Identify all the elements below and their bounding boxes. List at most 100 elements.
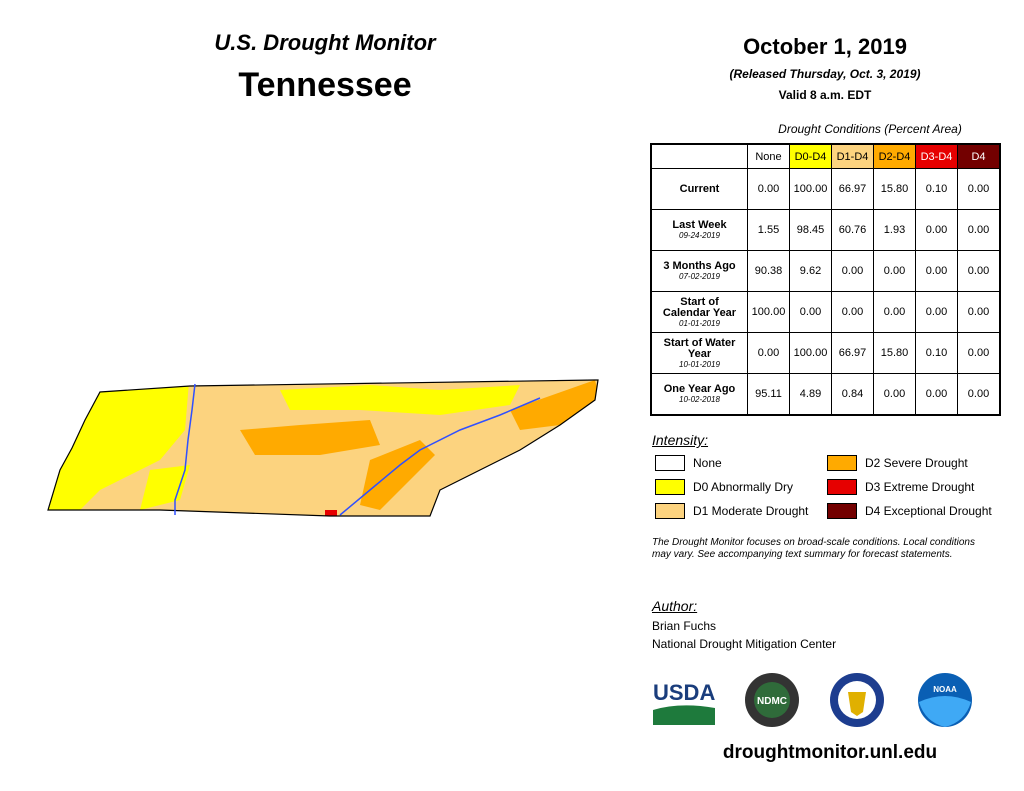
river xyxy=(339,397,541,516)
cell: 0.00 xyxy=(831,291,874,333)
row-label-text: Current xyxy=(679,182,720,195)
row-date: 10-02-2018 xyxy=(679,395,720,404)
column-header: D3-D4 xyxy=(915,143,958,169)
table-row: Start of Water Year 10-01-2019 0.00 100.00 6… xyxy=(650,332,1001,374)
noaa-wave xyxy=(919,696,971,727)
row-date: 07-02-2019 xyxy=(679,272,720,281)
cell: 0.10 xyxy=(915,332,958,374)
legend-swatch xyxy=(827,479,857,495)
corner xyxy=(651,144,748,169)
river xyxy=(174,383,196,515)
cell: 0.00 xyxy=(957,250,1001,292)
usda-logo: USDA xyxy=(653,680,715,705)
d2-area xyxy=(360,440,435,510)
cell: 0.84 xyxy=(831,373,874,416)
row-label: 3 Months Ago 07-02-2019 xyxy=(650,250,748,292)
cell: 0.00 xyxy=(789,291,832,333)
cell: 60.76 xyxy=(831,209,874,251)
valid-time: Valid 8 a.m. EDT xyxy=(778,88,872,102)
row-label-text: Last Week xyxy=(672,219,727,231)
legend-item: D1 Moderate Drought xyxy=(655,503,808,519)
legend-label: None xyxy=(693,456,722,470)
cell: 1.55 xyxy=(747,209,790,251)
map xyxy=(47,379,599,517)
legend-title: Intensity: xyxy=(652,432,709,448)
cell: 15.80 xyxy=(873,168,916,210)
row-label: Start of Water Year 10-01-2019 xyxy=(650,332,748,374)
row-label-text: 3 Months Ago xyxy=(663,260,736,272)
url: droughtmonitor.unl.edu xyxy=(722,742,938,763)
logos: USDA NDMC NOAA xyxy=(653,673,972,727)
row-label-text: One Year Ago xyxy=(663,383,736,395)
state-outline xyxy=(47,379,599,517)
author-org: National Drought Mitigation Center xyxy=(652,637,837,651)
cell: 100.00 xyxy=(789,332,832,374)
cell: 90.38 xyxy=(747,250,790,292)
cell: 0.00 xyxy=(957,373,1001,416)
row-label-text: Start of Water Year xyxy=(663,336,736,360)
cell: 0.00 xyxy=(747,168,790,210)
cell: 4.89 xyxy=(789,373,832,416)
cell: 0.00 xyxy=(873,291,916,333)
row-date: 01-01-2019 xyxy=(679,318,720,328)
legend-item: None xyxy=(655,455,722,471)
header-row: None D0-D4 D1-D4 D2-D4 D3-D4 D4 xyxy=(651,143,1001,169)
legend-item: D2 Severe Drought xyxy=(827,455,968,471)
cell: 0.00 xyxy=(957,209,1001,251)
drought-areas xyxy=(48,380,598,516)
legend-swatch xyxy=(827,503,857,519)
conditions-table: None D0-D4 D1-D4 D2-D4 D3-D4 D4 Current 0.00 100… xyxy=(650,143,1001,416)
column-header: D1-D4 xyxy=(831,143,874,169)
cell: 0.00 xyxy=(747,332,790,374)
legend-swatch xyxy=(655,455,685,471)
row-date: 09-24-2019 xyxy=(679,231,720,240)
ndmc-center xyxy=(754,682,790,718)
row-label: Current xyxy=(650,168,748,210)
author-title: Author: xyxy=(652,598,698,614)
legend-label: D3 Extreme Drought xyxy=(865,480,975,494)
legend-label: D0 Abnormally Dry xyxy=(693,480,794,494)
cell: 0.00 xyxy=(873,373,916,416)
d3-area xyxy=(325,510,337,516)
d0-area xyxy=(280,385,520,415)
column-header: D2-D4 xyxy=(873,143,916,169)
map-date: October 1, 2019 xyxy=(743,34,907,59)
cell: 98.45 xyxy=(789,209,832,251)
column-header: None xyxy=(747,143,790,169)
cell: 0.00 xyxy=(915,209,958,251)
cell: 0.00 xyxy=(915,373,958,416)
cell: 100.00 xyxy=(747,291,790,333)
legend-swatch xyxy=(655,503,685,519)
d2-area xyxy=(240,420,380,455)
cell: 0.00 xyxy=(831,250,874,292)
cell: 0.00 xyxy=(957,332,1001,374)
row-date: 10-01-2019 xyxy=(679,359,720,369)
legend-label: D2 Severe Drought xyxy=(865,456,968,470)
legend-swatch xyxy=(827,455,857,471)
cell: 1.93 xyxy=(873,209,916,251)
table-row: 3 Months Ago 07-02-2019 90.38 9.62 0.00 0.00 0… xyxy=(650,250,1001,292)
state: Tennessee xyxy=(238,66,412,104)
cell: 95.11 xyxy=(747,373,790,416)
d2-area xyxy=(510,380,598,430)
legend-item: D0 Abnormally Dry xyxy=(655,479,793,495)
usda-field xyxy=(653,705,715,725)
cell: 66.97 xyxy=(831,168,874,210)
noaa-logo: NOAA xyxy=(933,685,957,694)
note: The Drought Monitor focuses on broad-sca… xyxy=(652,537,975,560)
row-label: Last Week 09-24-2019 xyxy=(650,209,748,251)
cell: 0.00 xyxy=(957,291,1001,333)
cell: 66.97 xyxy=(831,332,874,374)
table-row: One Year Ago 10-02-2018 95.11 4.89 0.84 0.00 0… xyxy=(650,373,1001,416)
legend-item: D3 Extreme Drought xyxy=(827,479,974,495)
table-caption: Drought Conditions (Percent Area) xyxy=(778,122,962,136)
cell: 0.00 xyxy=(873,250,916,292)
release-date: (Released Thursday, Oct. 3, 2019) xyxy=(729,67,921,81)
ndmc-logo: NDMC xyxy=(757,696,787,707)
row-label: Start of Calendar Year 01-01-2019 xyxy=(650,291,748,333)
cell: 0.00 xyxy=(957,168,1001,210)
table-row: Start of Calendar Year 01-01-2019 100.00 0.… xyxy=(650,291,1001,333)
legend-label: D1 Moderate Drought xyxy=(693,504,809,518)
legend-item: D4 Exceptional Drought xyxy=(827,503,992,519)
cell: 0.10 xyxy=(915,168,958,210)
